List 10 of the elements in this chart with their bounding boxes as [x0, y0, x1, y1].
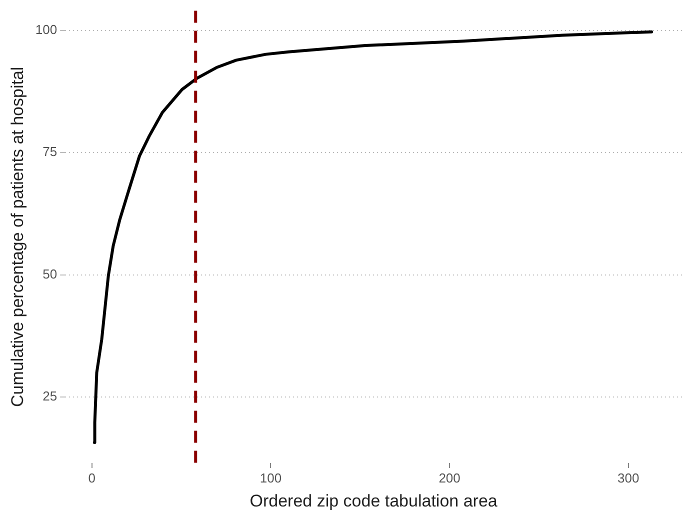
y-tick-label: 75 — [42, 144, 58, 160]
y-axis-title: Cumulative percentage of patients at hospital — [8, 66, 27, 408]
x-tick-label: 0 — [88, 470, 96, 486]
x-tick-label: 300 — [618, 470, 640, 486]
x-axis-title: Ordered zip code tabulation area — [250, 491, 498, 510]
x-tick-label: 200 — [438, 470, 460, 486]
y-tick-label: 25 — [42, 388, 58, 404]
y-tick-label: 50 — [42, 266, 58, 282]
x-tick-label: 100 — [260, 470, 282, 486]
y-tick-label: 100 — [35, 22, 58, 37]
